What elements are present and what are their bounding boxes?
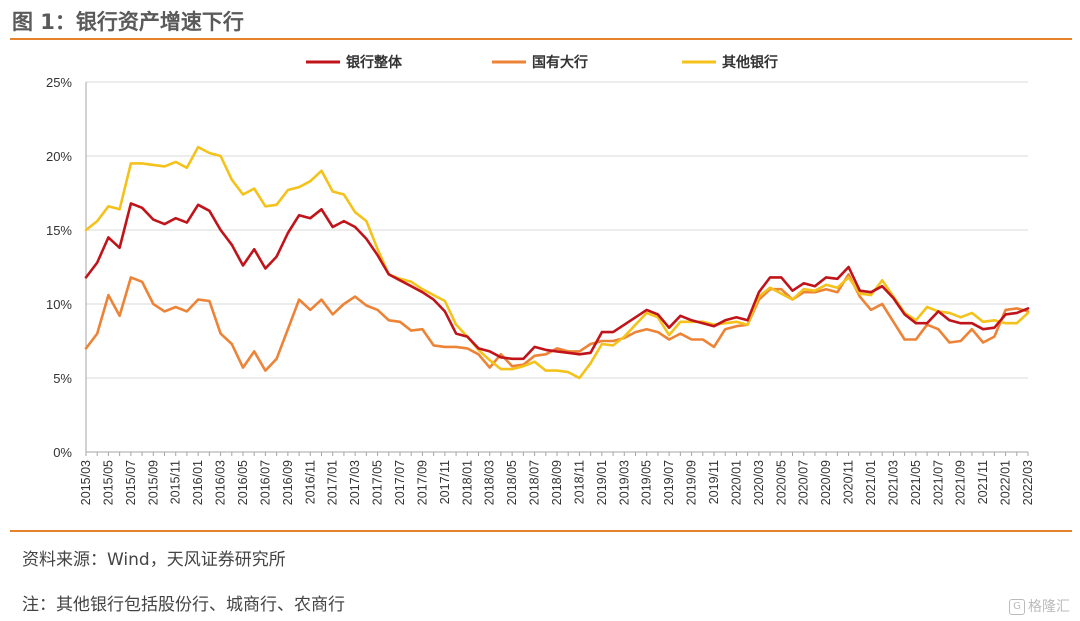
x-tick-label: 2020/09 [819,460,833,505]
x-tick-label: 2017/05 [371,460,385,505]
x-tick-label: 2021/07 [931,460,945,505]
y-tick-label: 15% [46,223,72,238]
x-tick-label: 2019/07 [662,460,676,505]
x-tick-label: 2018/03 [483,460,497,505]
x-tick-label: 2016/01 [191,460,205,505]
x-tick-label: 2015/05 [101,460,115,505]
x-axis: 2015/03 2015/05 2015/07 2015/09 2015/11 2016/… [79,451,1035,505]
source-note: 资料来源：Wind，天风证券研究所 [22,550,286,570]
x-tick-label: 2018/07 [528,460,542,505]
y-axis: 0% 5% 10% 15% 20% 25% [46,75,87,460]
x-tick-label: 2021/03 [886,460,900,505]
x-tick-label: 2015/07 [124,460,138,505]
x-tick-label: 2019/11 [707,460,721,504]
x-tick-label: 2021/09 [954,460,968,505]
x-tick-label: 2020/11 [842,460,856,504]
title-divider [10,38,1072,40]
series-lines [84,145,1030,380]
x-tick-label: 2022/03 [1021,460,1035,505]
x-tick-label: 2021/11 [976,460,990,504]
legend-label: 银行整体 [346,54,403,71]
y-tick-label: 5% [53,371,72,386]
watermark-text: 格隆汇 [1028,599,1070,615]
x-tick-label: 2015/03 [79,460,93,505]
x-tick-label: 2019/09 [685,460,699,505]
x-tick-label: 2020/07 [797,460,811,505]
series-line [84,145,1030,380]
x-tick-label: 2017/09 [415,460,429,505]
x-tick-label: 2017/03 [348,460,362,505]
series-line [84,273,1030,372]
x-tick-label: 2016/05 [236,460,250,505]
x-tick-label: 2019/01 [595,460,609,505]
legend-label: 国有大行 [532,54,588,71]
y-tick-label: 25% [46,75,72,90]
x-tick-label: 2021/05 [909,460,923,505]
footnote: 注：其他银行包括股份行、城商行、农商行 [22,595,345,615]
legend: 银行整体 国有大行 其他银行 [306,54,778,71]
x-tick-label: 2016/07 [258,460,272,505]
footer-divider [10,530,1072,532]
x-tick-label: 2019/03 [617,460,631,505]
glh-logo-icon: G [1009,599,1025,615]
x-tick-label: 2017/07 [393,460,407,505]
x-tick-label: 2016/03 [214,460,228,505]
x-tick-label: 2017/01 [326,460,340,505]
x-tick-label: 2016/09 [281,460,295,505]
x-tick-label: 2021/01 [864,460,878,505]
watermark: G 格隆汇 [1009,596,1070,616]
legend-label: 其他银行 [722,54,778,71]
x-tick-label: 2015/11 [169,460,183,504]
y-tick-label: 0% [53,445,72,460]
x-tick-label: 2015/09 [146,460,160,505]
chart-title: 图 1：银行资产增速下行 [12,10,244,34]
x-tick-label: 2018/05 [505,460,519,505]
y-tick-label: 10% [46,297,72,312]
x-tick-label: 2020/03 [752,460,766,505]
x-tick-label: 2022/01 [999,460,1013,505]
grid-lines [86,81,1028,379]
x-tick-label: 2018/11 [572,460,586,504]
x-tick-label: 2020/01 [729,460,743,505]
series-line [84,202,1030,361]
x-tick-label: 2017/11 [438,460,452,504]
line-chart: 0%5%10%15%20%25% 2015/03 2015/05 2015/07 20… [46,54,1035,505]
x-tick-label: 2018/01 [460,460,474,505]
y-tick-label: 20% [46,149,72,164]
x-tick-label: 2019/05 [640,460,654,505]
x-tick-label: 2020/05 [774,460,788,505]
x-tick-label: 2016/11 [303,460,317,504]
x-tick-label: 2018/09 [550,460,564,505]
